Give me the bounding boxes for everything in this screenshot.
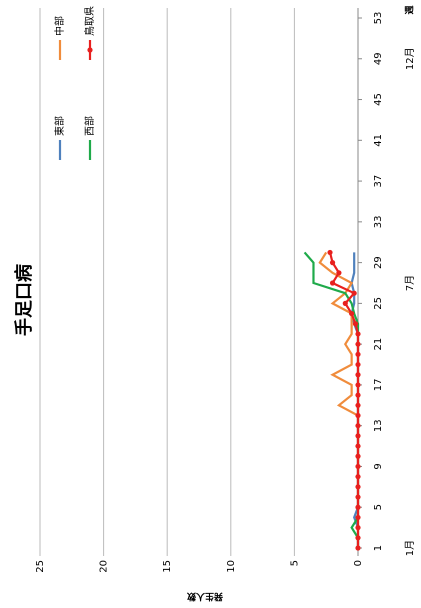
series-marker <box>355 361 361 368</box>
series-marker <box>336 270 342 276</box>
x-tick-label: 1 <box>373 545 384 551</box>
series-marker <box>355 494 361 500</box>
series-marker <box>355 351 361 357</box>
month-label: 1月 <box>404 540 416 556</box>
series-marker <box>349 310 355 317</box>
chart-frame: 手足口病 発生人数 週 0510152025159131721252933374… <box>13 5 416 603</box>
chart-title: 手足口病 <box>13 264 35 336</box>
series-marker <box>355 463 361 470</box>
series-marker <box>329 280 336 286</box>
series-marker <box>355 341 361 347</box>
series-marker <box>355 423 361 429</box>
series-marker <box>355 382 361 388</box>
legend-label: 西部 <box>83 116 96 136</box>
y-tick-label: 25 <box>35 560 46 573</box>
x-tick-label: 41 <box>373 134 384 147</box>
x-tick-label: 9 <box>373 463 384 469</box>
y-tick-label: 10 <box>226 560 237 573</box>
month-label: 7月 <box>404 275 416 291</box>
legend-label: 中部 <box>53 16 66 36</box>
series-marker <box>355 474 361 480</box>
x-tick-label: 45 <box>373 93 384 106</box>
legend-label: 東部 <box>53 116 66 136</box>
y-tick-label: 5 <box>289 560 300 566</box>
series-marker <box>352 321 359 327</box>
series-marker <box>355 525 361 531</box>
series-marker <box>351 290 357 296</box>
series-marker <box>355 453 361 459</box>
series-marker <box>355 504 361 510</box>
series-marker <box>355 331 361 337</box>
series-marker <box>355 412 361 419</box>
x-tick-label: 49 <box>373 52 384 65</box>
legend-marker <box>87 47 93 53</box>
x-tick-label: 33 <box>373 215 384 228</box>
x-tick-label: 25 <box>373 297 384 310</box>
series-marker <box>355 484 361 490</box>
x-tick-label: 5 <box>373 504 384 510</box>
series-marker <box>355 433 361 439</box>
x-tick-label: 17 <box>373 379 384 392</box>
y-axis-label: 発生人数 <box>186 591 224 603</box>
x-tick-label: 53 <box>373 12 384 25</box>
series-marker <box>327 249 333 256</box>
x-tick-label: 29 <box>373 256 384 269</box>
y-tick-label: 0 <box>353 560 364 566</box>
series-marker <box>355 545 361 551</box>
series-marker <box>355 402 361 408</box>
month-label: 12月 <box>404 47 416 70</box>
y-tick-label: 15 <box>162 560 173 573</box>
x-tick-label: 37 <box>373 175 384 188</box>
x-tick-label: 21 <box>373 338 384 351</box>
series-marker <box>329 260 336 266</box>
y-tick-label: 20 <box>99 560 110 573</box>
legend-label: 鳥取県 <box>83 6 96 36</box>
x-axis-label: 週 <box>405 5 416 15</box>
series-marker <box>355 372 361 378</box>
series-marker <box>355 443 361 449</box>
series-marker <box>355 514 361 521</box>
series-marker <box>355 535 361 541</box>
series-marker <box>355 392 361 398</box>
series-marker <box>342 300 348 306</box>
x-tick-label: 13 <box>373 419 384 432</box>
